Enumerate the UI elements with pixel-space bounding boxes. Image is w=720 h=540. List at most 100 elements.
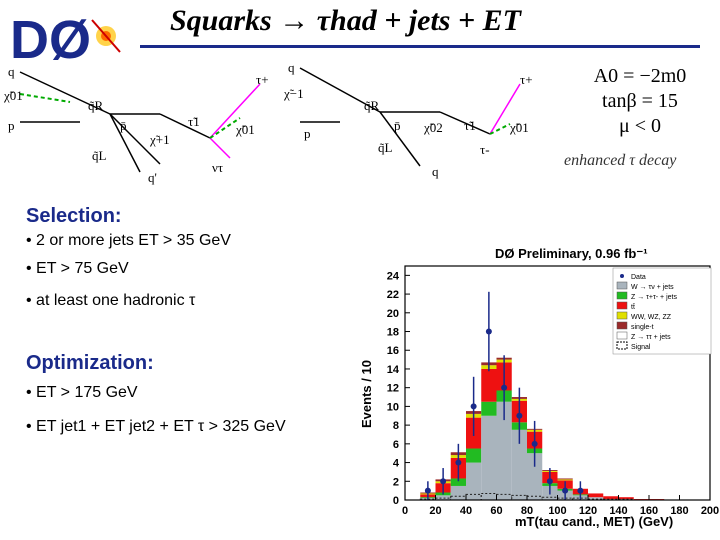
histogram-bar (466, 462, 482, 500)
legend-swatch (616, 291, 628, 300)
x-tick-label: 40 (460, 505, 472, 517)
selection-bullet: • ET > 75 GeV (26, 260, 129, 277)
diagram-label: p (8, 118, 15, 133)
x-tick-label: 140 (609, 505, 627, 517)
diagram-label: q (432, 164, 439, 179)
legend-box (612, 267, 712, 355)
y-tick-label: 20 (387, 308, 399, 320)
d0-logo: DØ (6, 6, 156, 68)
enhanced-decay-note: enhanced τ decay (564, 152, 677, 169)
x-tick-label: 20 (429, 505, 441, 517)
diagram-label: τ̃1 (464, 118, 476, 133)
y-tick-label: 2 (393, 476, 399, 488)
diagram-label: ντ (212, 160, 223, 175)
legend-swatch (616, 341, 628, 350)
histogram-bar (481, 368, 497, 402)
y-tick-label: 16 (387, 345, 399, 357)
diagram-label: q' (148, 170, 157, 185)
y-tick-label: 18 (387, 327, 399, 339)
param-tanbeta: tanβ = 15 (602, 90, 678, 112)
histogram-bar (450, 485, 466, 500)
y-tick-label: 14 (387, 364, 400, 376)
diagram-label: q̃L (378, 140, 393, 155)
legend-swatch (616, 301, 628, 310)
y-tick-label: 8 (393, 420, 399, 432)
legend-marker (620, 274, 624, 278)
optimization-bullet: • ET > 175 GeV (26, 384, 138, 401)
diagram-label: χ̃−1 (283, 86, 304, 101)
legend-label: Z → τ+τ- + jets (631, 294, 677, 301)
diagram-label: p̄ (394, 118, 401, 133)
diagram-label: q̃L (92, 148, 107, 163)
diagram-label: p (304, 126, 311, 141)
legend-swatch (616, 331, 628, 340)
diagram-label: q̃R (88, 98, 104, 113)
histogram-bar (618, 497, 634, 500)
y-tick-label: 6 (393, 439, 399, 451)
y-tick-label: 10 (387, 401, 399, 413)
y-axis-label: Events / 10 (359, 360, 374, 428)
legend-label: Z → ττ + jets (631, 334, 671, 341)
optimization-heading: Optimization: (26, 352, 154, 374)
slide-title: Squarks → τhad + jets + ET (170, 4, 521, 37)
y-tick-label: 24 (387, 270, 400, 282)
x-tick-label: 120 (579, 505, 597, 517)
histogram-bar (588, 493, 604, 498)
histogram-bar (511, 429, 527, 500)
y-tick-label: 4 (393, 458, 400, 470)
diagram-label: χ̃01 (3, 88, 23, 103)
selection-bullet: • 2 or more jets ET > 35 GeV (26, 232, 231, 249)
histogram-bar (450, 478, 466, 486)
diagram-label: q (288, 60, 295, 75)
histogram-bar (557, 478, 573, 480)
selection-heading: Selection: (26, 205, 122, 227)
param-mu: μ < 0 (618, 115, 661, 137)
histogram-bar (603, 496, 619, 500)
histogram-bar (481, 415, 497, 500)
y-tick-label: 22 (387, 289, 399, 301)
diagram-label: q (8, 64, 15, 79)
decay-diagrams: q χ̃01 p q̃R p̄ χ̃+1 τ̃1 χ̃01 τ+ q̃L q' … (3, 60, 533, 185)
histogram-bar (466, 448, 482, 463)
histogram-bar (435, 495, 451, 500)
plot-header: DØ Preliminary, 0.96 fb⁻¹ (495, 246, 648, 261)
x-tick-label: 80 (521, 505, 533, 517)
histogram-bar (588, 497, 604, 500)
legend-label: tt̄ (631, 303, 635, 311)
legend-label: Signal (631, 344, 651, 351)
diagram-label: τ- (480, 142, 490, 157)
histogram-bar (557, 479, 573, 481)
diagram-label: q̃R (364, 98, 380, 113)
histogram-bar (527, 453, 543, 500)
x-tick-label: 200 (701, 505, 719, 517)
legend-swatch (616, 281, 628, 290)
diagram-label: τ+ (520, 72, 533, 87)
legend-label: single-t (631, 324, 654, 331)
legend-swatch (616, 321, 628, 330)
parameter-box: A0 = −2m0 tanβ = 15 μ < 0 (580, 64, 700, 139)
x-tick-label: 160 (640, 505, 658, 517)
diagram-label: χ̃01 (235, 122, 255, 137)
mt-histogram: DØ Preliminary, 0.96 fb⁻¹ Events / 10 mT… (355, 238, 720, 540)
x-axis-label: mT(tau cand., MET) (GeV) (515, 514, 673, 529)
y-tick-label: 0 (393, 495, 399, 507)
x-tick-label: 60 (490, 505, 502, 517)
legend-label: WW, WZ, ZZ (631, 314, 672, 321)
diagram-label: χ̃02 (423, 120, 443, 135)
diagram-label: χ̃01 (509, 120, 529, 135)
x-tick-label: 180 (670, 505, 688, 517)
x-tick-label: 100 (548, 505, 566, 517)
logo-text: DØ (10, 10, 91, 68)
title-rule (140, 45, 700, 48)
diagram-label: τ̃1 (188, 114, 200, 129)
legend-swatch (616, 311, 628, 320)
histogram-bar (481, 401, 497, 416)
x-tick-label: 0 (402, 505, 408, 517)
diagram-label: p̄ (120, 118, 127, 133)
legend-label: Data (631, 274, 646, 281)
histogram-bar (496, 401, 512, 500)
legend-label: W → τν + jets (631, 284, 674, 291)
y-tick-label: 12 (387, 383, 399, 395)
selection-bullet: • at least one hadronic τ (26, 292, 196, 309)
optimization-bullet: • ET jet1 + ET jet2 + ET τ > 325 GeV (26, 418, 286, 435)
